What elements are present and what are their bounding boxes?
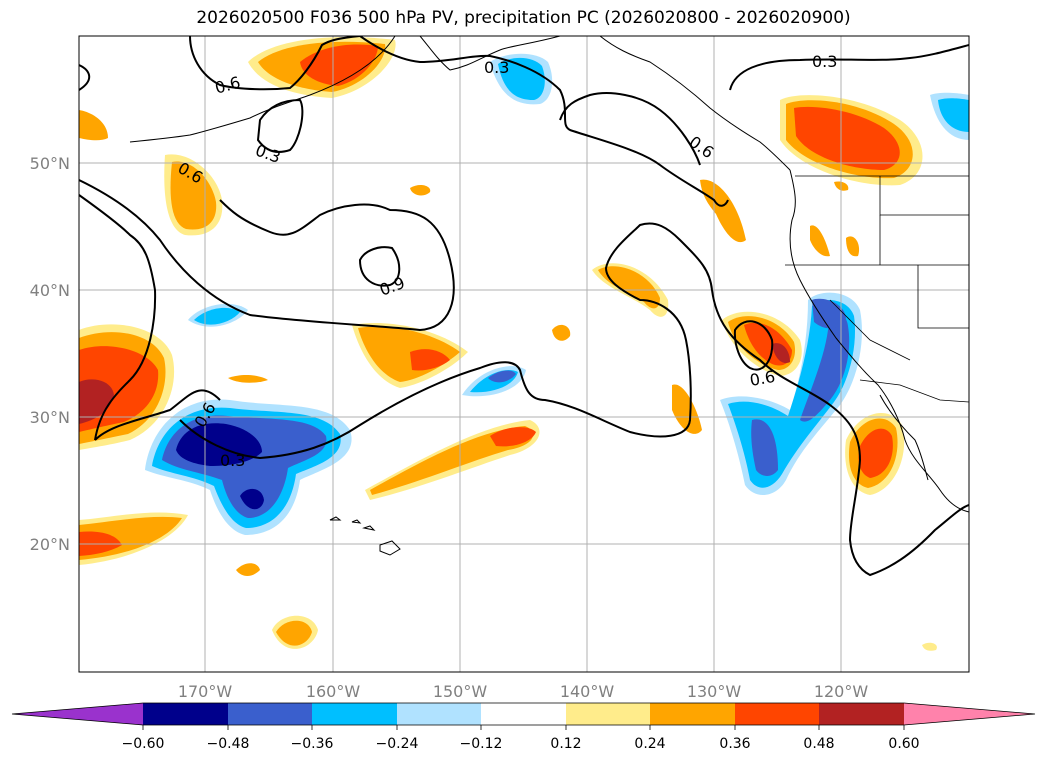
- political-borders: [785, 175, 969, 403]
- map-frame: [78, 35, 970, 673]
- precip-anomaly-neg-147w-32n: [462, 366, 526, 397]
- colorbar-segment: [819, 703, 904, 725]
- precip-anomaly-small-18n: [236, 563, 260, 576]
- map-content: 0.6 0.3 0.6 0.3 0.3 0.6 0.9 0.6 0.6 0.3: [79, 36, 969, 672]
- graticule: [79, 36, 969, 672]
- lon-label: 120°W: [814, 682, 869, 701]
- colorbar-tick-label: 0.36: [719, 736, 750, 752]
- precip-anomaly-178w-21n: [79, 512, 188, 565]
- colorbar-segment: [481, 703, 566, 725]
- lat-label: 40°N: [30, 281, 70, 300]
- precip-anomaly-tiny-12n: [922, 642, 937, 651]
- latitude-labels: 50°N 40°N 30°N 20°N: [30, 154, 70, 554]
- precip-anomaly-small-44n-b: [846, 236, 860, 257]
- contour-label: 0.3: [484, 58, 509, 77]
- colorbar-tick-label: 0.12: [550, 736, 581, 752]
- colorbar: −0.60 −0.48 −0.36 −0.24 −0.12 0.12 0.24 …: [11, 702, 1036, 752]
- colorbar-tick-label: −0.24: [376, 736, 419, 752]
- longitude-labels: 170°W 160°W 150°W 140°W 130°W 120°W: [178, 682, 869, 701]
- colorbar-over-arrow: [904, 703, 1035, 725]
- colorbar-tick-label: 0.24: [634, 736, 665, 752]
- colorbar-segment: [397, 703, 481, 725]
- colorbar-tick-label: −0.60: [122, 736, 165, 752]
- colorbar-tick-label: −0.36: [291, 736, 334, 752]
- pv-contours: [79, 36, 969, 577]
- colorbar-segment: [143, 703, 228, 725]
- colorbar-tick-label: 0.60: [888, 736, 919, 752]
- map-title: 2026020500 F036 500 hPa PV, precipitatio…: [196, 8, 851, 28]
- colorbar-segment: [566, 703, 650, 725]
- colorbar-segment: [735, 703, 819, 725]
- lat-label: 50°N: [30, 154, 70, 173]
- colorbar-tick-label: −0.12: [460, 736, 503, 752]
- lat-label: 20°N: [30, 535, 70, 554]
- contour-label: 0.3: [812, 52, 837, 71]
- colorbar-under-arrow: [12, 703, 143, 725]
- precip-anomaly-125w-36n: [722, 311, 802, 376]
- precip-anomaly-133w-30n: [672, 384, 702, 434]
- coastlines: [129, 36, 969, 556]
- precip-anomaly-150w-26n-band: [365, 420, 540, 500]
- precip-anomaly-alaska: [248, 36, 396, 98]
- precip-anomaly-neg-145w-55n: [490, 53, 553, 105]
- colorbar-segment: [312, 703, 397, 725]
- colorbar-tick-label: −0.48: [207, 736, 250, 752]
- lon-label: 170°W: [178, 682, 233, 701]
- contour-label: 0.6: [748, 367, 776, 390]
- colorbar-tick-label: 0.48: [803, 736, 834, 752]
- precip-anomaly-small-44n-a: [810, 225, 830, 257]
- lon-label: 150°W: [433, 682, 488, 701]
- precip-anomaly-13n: [272, 615, 318, 649]
- lon-label: 140°W: [560, 682, 615, 701]
- precip-anomaly-mexico-28n: [845, 413, 905, 495]
- contour-label: 0.3: [220, 451, 245, 470]
- precip-anomaly-small-37n: [552, 324, 571, 341]
- lon-label: 130°W: [687, 682, 742, 701]
- lat-label: 30°N: [30, 408, 70, 427]
- colorbar-segment: [650, 703, 735, 725]
- precip-anomaly-neg-116w-53n: [930, 92, 969, 140]
- precip-anomaly-west-edge: [79, 110, 108, 141]
- precip-anomaly-small-48n: [410, 185, 431, 196]
- lon-label: 160°W: [306, 682, 361, 701]
- precip-anomaly-158w-35n: [352, 323, 468, 388]
- precip-anomaly-small-33n: [228, 374, 268, 383]
- precip-anomaly-130w-47n: [700, 179, 746, 243]
- colorbar-segment: [228, 703, 312, 725]
